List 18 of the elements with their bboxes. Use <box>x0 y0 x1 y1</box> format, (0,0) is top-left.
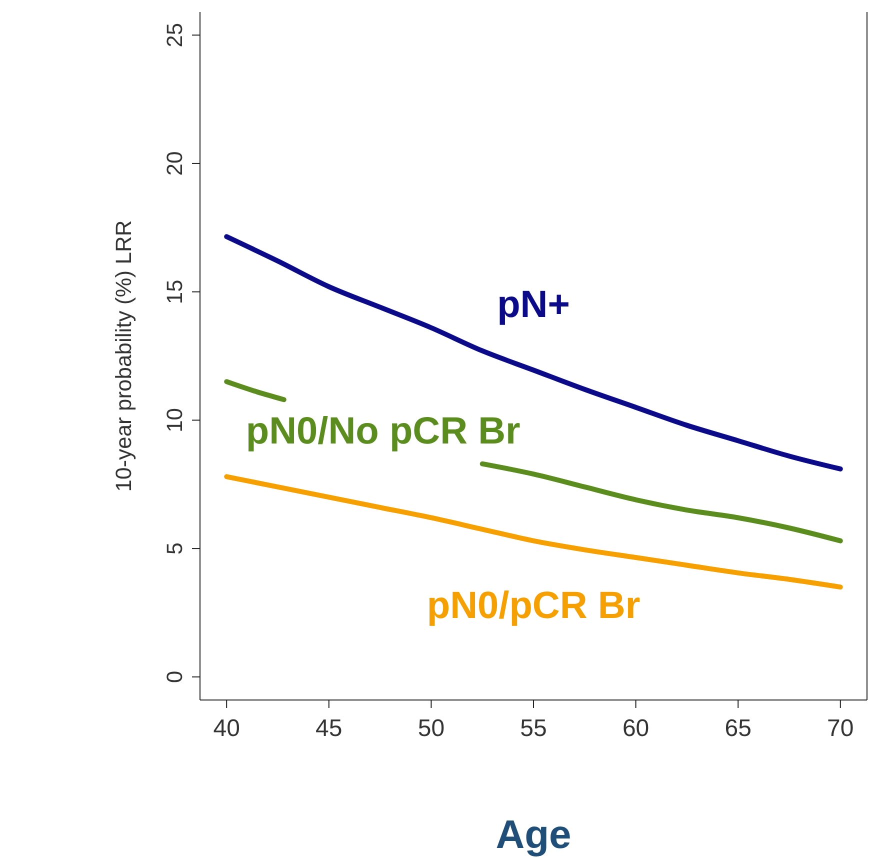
y-tick-label: 10 <box>162 408 187 432</box>
series-label: pN0/No pCR Br <box>246 410 521 453</box>
x-tick-label: 70 <box>827 715 854 742</box>
x-tick-label: 50 <box>418 715 445 742</box>
y-tick-label: 0 <box>162 670 187 684</box>
x-tick-label: 40 <box>213 715 240 742</box>
y-tick-label: 5 <box>162 542 187 555</box>
x-tick-label: 65 <box>724 715 752 742</box>
series-label: pN+ <box>497 284 570 326</box>
x-tick-label: 60 <box>622 715 650 742</box>
x-tick-label: 45 <box>316 715 342 742</box>
y-tick-label: 25 <box>162 22 187 48</box>
x-axis-title: Age <box>496 813 572 857</box>
y-axis-title: 10-year probability (%) LRR <box>110 220 136 492</box>
y-tick-label: 20 <box>162 151 187 176</box>
x-tick-label: 55 <box>520 715 547 742</box>
y-tick-label: 15 <box>162 280 187 304</box>
series-label: pN0/pCR Br <box>426 585 640 628</box>
